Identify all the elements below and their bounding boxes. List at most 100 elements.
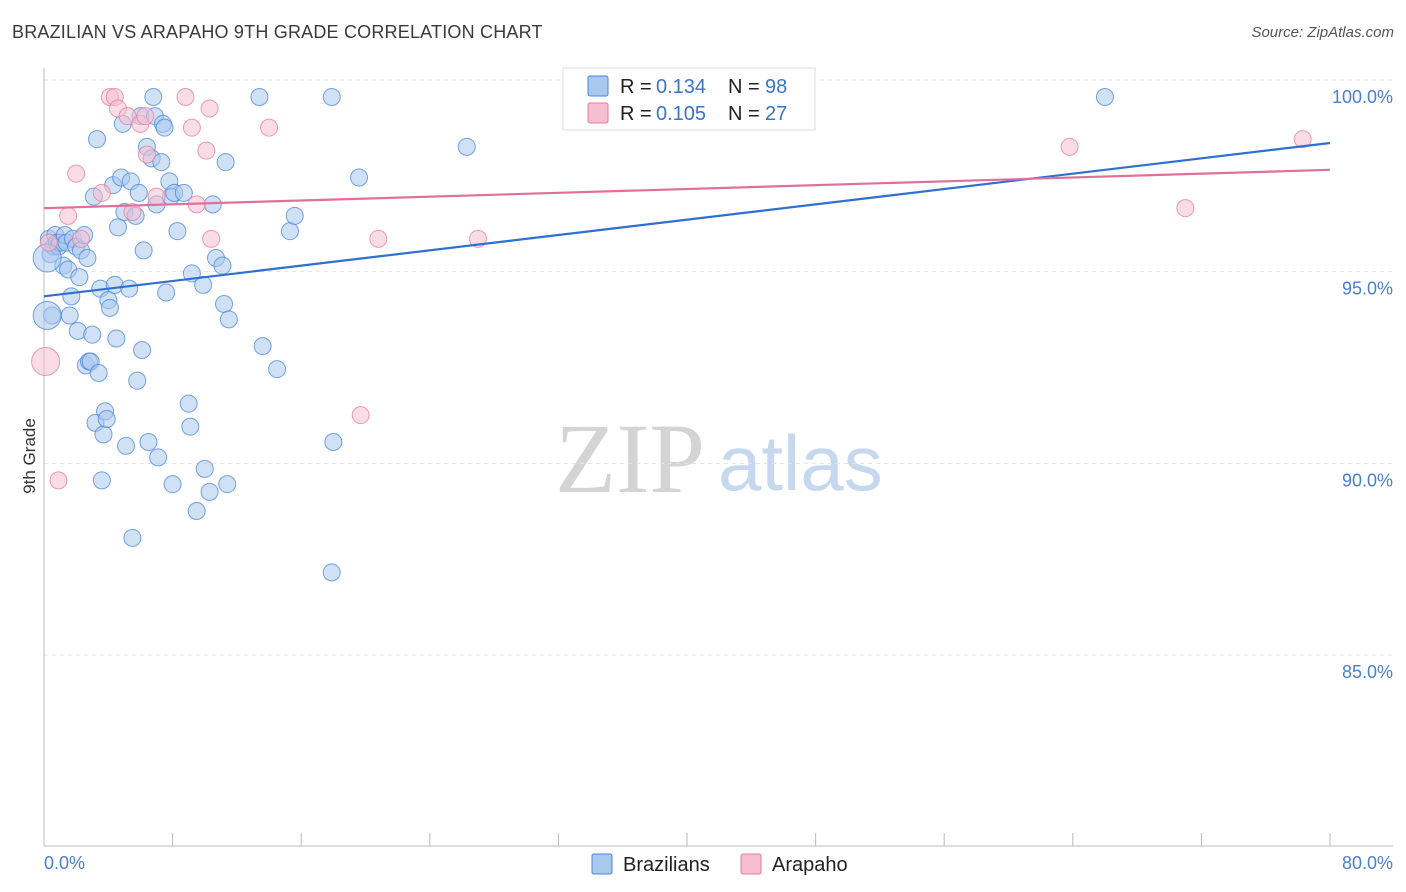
arapaho-point-5 — [92, 183, 111, 202]
arapaho-point-16 — [182, 118, 201, 137]
brazilians-point-92 — [350, 168, 369, 187]
brazilians-point-43 — [116, 436, 135, 455]
brazilians-point-59 — [149, 448, 168, 467]
brazilians-point-93 — [457, 137, 476, 156]
arapaho-point-23 — [369, 229, 388, 248]
brazilians-point-84 — [250, 88, 269, 106]
stats-n-label-brazilians: N = — [728, 76, 760, 98]
brazilians-point-88 — [285, 206, 304, 225]
arapaho-point-4 — [71, 229, 90, 248]
stats-n-value-arapaho: 27 — [765, 103, 787, 125]
arapaho-point-14 — [147, 187, 166, 206]
gridlines — [44, 79, 1393, 656]
brazilians-point-51 — [133, 341, 152, 359]
watermark-zip: ZIP — [555, 403, 705, 514]
y-tick-label-0: 100.0% — [1332, 87, 1393, 107]
y-tick-label-3: 85.0% — [1342, 662, 1393, 682]
brazilians-point-62 — [155, 118, 174, 137]
brazilians-point-82 — [218, 475, 237, 494]
arapaho-point-12 — [136, 107, 155, 126]
stats-r-value-arapaho: 0.105 — [656, 103, 706, 125]
arapaho-point-15 — [176, 88, 195, 106]
y-axis-label: 9th Grade — [20, 418, 39, 494]
brazilians-point-13 — [62, 287, 81, 306]
arapaho-point-20 — [202, 229, 221, 248]
stats-n-label-arapaho: N = — [728, 103, 760, 125]
brazilians-point-68 — [168, 222, 187, 241]
arapaho-point-22 — [351, 406, 370, 425]
brazilians-point-66 — [163, 475, 182, 494]
stats-legend-swatch-arapaho — [587, 102, 609, 124]
brazilians-point-60 — [152, 153, 171, 172]
arapaho-point-19 — [200, 99, 219, 118]
arapaho-point-1 — [49, 471, 68, 490]
brazilians-point-54 — [139, 433, 158, 451]
series-brazilians — [32, 88, 1114, 582]
source-credit: Source: ZipAtlas.com — [1251, 24, 1394, 41]
x-axis-ticks — [43, 833, 1331, 846]
y-tick-label-1: 95.0% — [1342, 279, 1393, 299]
arapaho-large-point-0 — [31, 347, 61, 376]
x-tick-label-max: 80.0% — [1342, 853, 1393, 873]
brazilians-point-69 — [174, 183, 193, 202]
brazilians-point-89 — [322, 88, 341, 106]
brazilians-point-38 — [107, 329, 126, 348]
brazilians-point-71 — [181, 417, 200, 436]
brazilians-point-33 — [97, 410, 116, 428]
arapaho-point-0 — [39, 233, 58, 252]
legend-swatch-brazilians — [591, 853, 613, 875]
brazilians-trend-line — [43, 141, 1331, 298]
arapaho-trend-line — [43, 168, 1331, 210]
brazilians-point-70 — [179, 394, 198, 413]
stats-n-value-brazilians: 98 — [765, 76, 787, 98]
legend-label-arapaho: Arapaho — [772, 854, 848, 876]
brazilians-point-73 — [187, 502, 206, 520]
brazilians-point-48 — [128, 371, 147, 390]
series-arapaho — [31, 88, 1312, 490]
arapaho-point-3 — [67, 164, 86, 183]
stats-r-value-brazilians: 0.134 — [656, 76, 706, 98]
brazilians-point-39 — [108, 218, 127, 237]
trend-lines — [43, 141, 1331, 298]
brazilians-point-12 — [60, 306, 79, 325]
brazilians-point-35 — [100, 298, 119, 317]
brazilians-point-83 — [219, 310, 238, 329]
brazilians-point-94 — [1095, 88, 1114, 106]
brazilians-point-30 — [92, 471, 111, 490]
brazilians-point-31 — [94, 425, 113, 444]
arapaho-point-21 — [260, 118, 279, 137]
brazilians-point-17 — [70, 268, 89, 287]
brazilians-point-87 — [280, 222, 299, 241]
brazilians-point-76 — [200, 482, 219, 501]
y-tick-label-2: 90.0% — [1342, 470, 1393, 490]
brazilians-point-85 — [253, 337, 272, 356]
brazilians-point-91 — [324, 433, 343, 451]
stats-r-label-brazilians: R = — [620, 76, 652, 98]
arapaho-point-2 — [59, 206, 78, 225]
arapaho-point-25 — [1060, 137, 1079, 156]
brazilians-point-80 — [215, 295, 234, 313]
arapaho-point-27 — [1293, 130, 1312, 149]
y-tick-labels: 100.0% 95.0% 90.0% 85.0% — [1332, 87, 1393, 682]
stats-legend: R = 0.134 N = 98 R = 0.105 N = 27 — [562, 67, 816, 131]
brazilians-point-81 — [216, 153, 235, 172]
arapaho-point-10 — [123, 203, 142, 221]
brazilians-point-24 — [83, 325, 102, 344]
arapaho-point-13 — [137, 145, 156, 164]
brazilians-point-44 — [120, 279, 139, 298]
brazilians-point-21 — [78, 249, 97, 267]
x-tick-label-min: 0.0% — [44, 853, 85, 873]
brazilians-point-79 — [213, 256, 232, 275]
brazilians-point-28 — [89, 364, 108, 382]
brazilians-point-49 — [129, 183, 148, 202]
legend-label-brazilians: Brazilians — [623, 854, 710, 876]
arapaho-point-26 — [1176, 199, 1195, 218]
brazilians-point-52 — [134, 241, 153, 260]
brazilians-large-point-0 — [32, 301, 62, 330]
chart-title: BRAZILIAN VS ARAPAHO 9TH GRADE CORRELATI… — [12, 22, 543, 42]
brazilians-point-56 — [144, 88, 163, 106]
brazilians-point-75 — [195, 459, 214, 478]
brazilians-point-27 — [88, 130, 107, 149]
stats-r-label-arapaho: R = — [620, 103, 652, 125]
